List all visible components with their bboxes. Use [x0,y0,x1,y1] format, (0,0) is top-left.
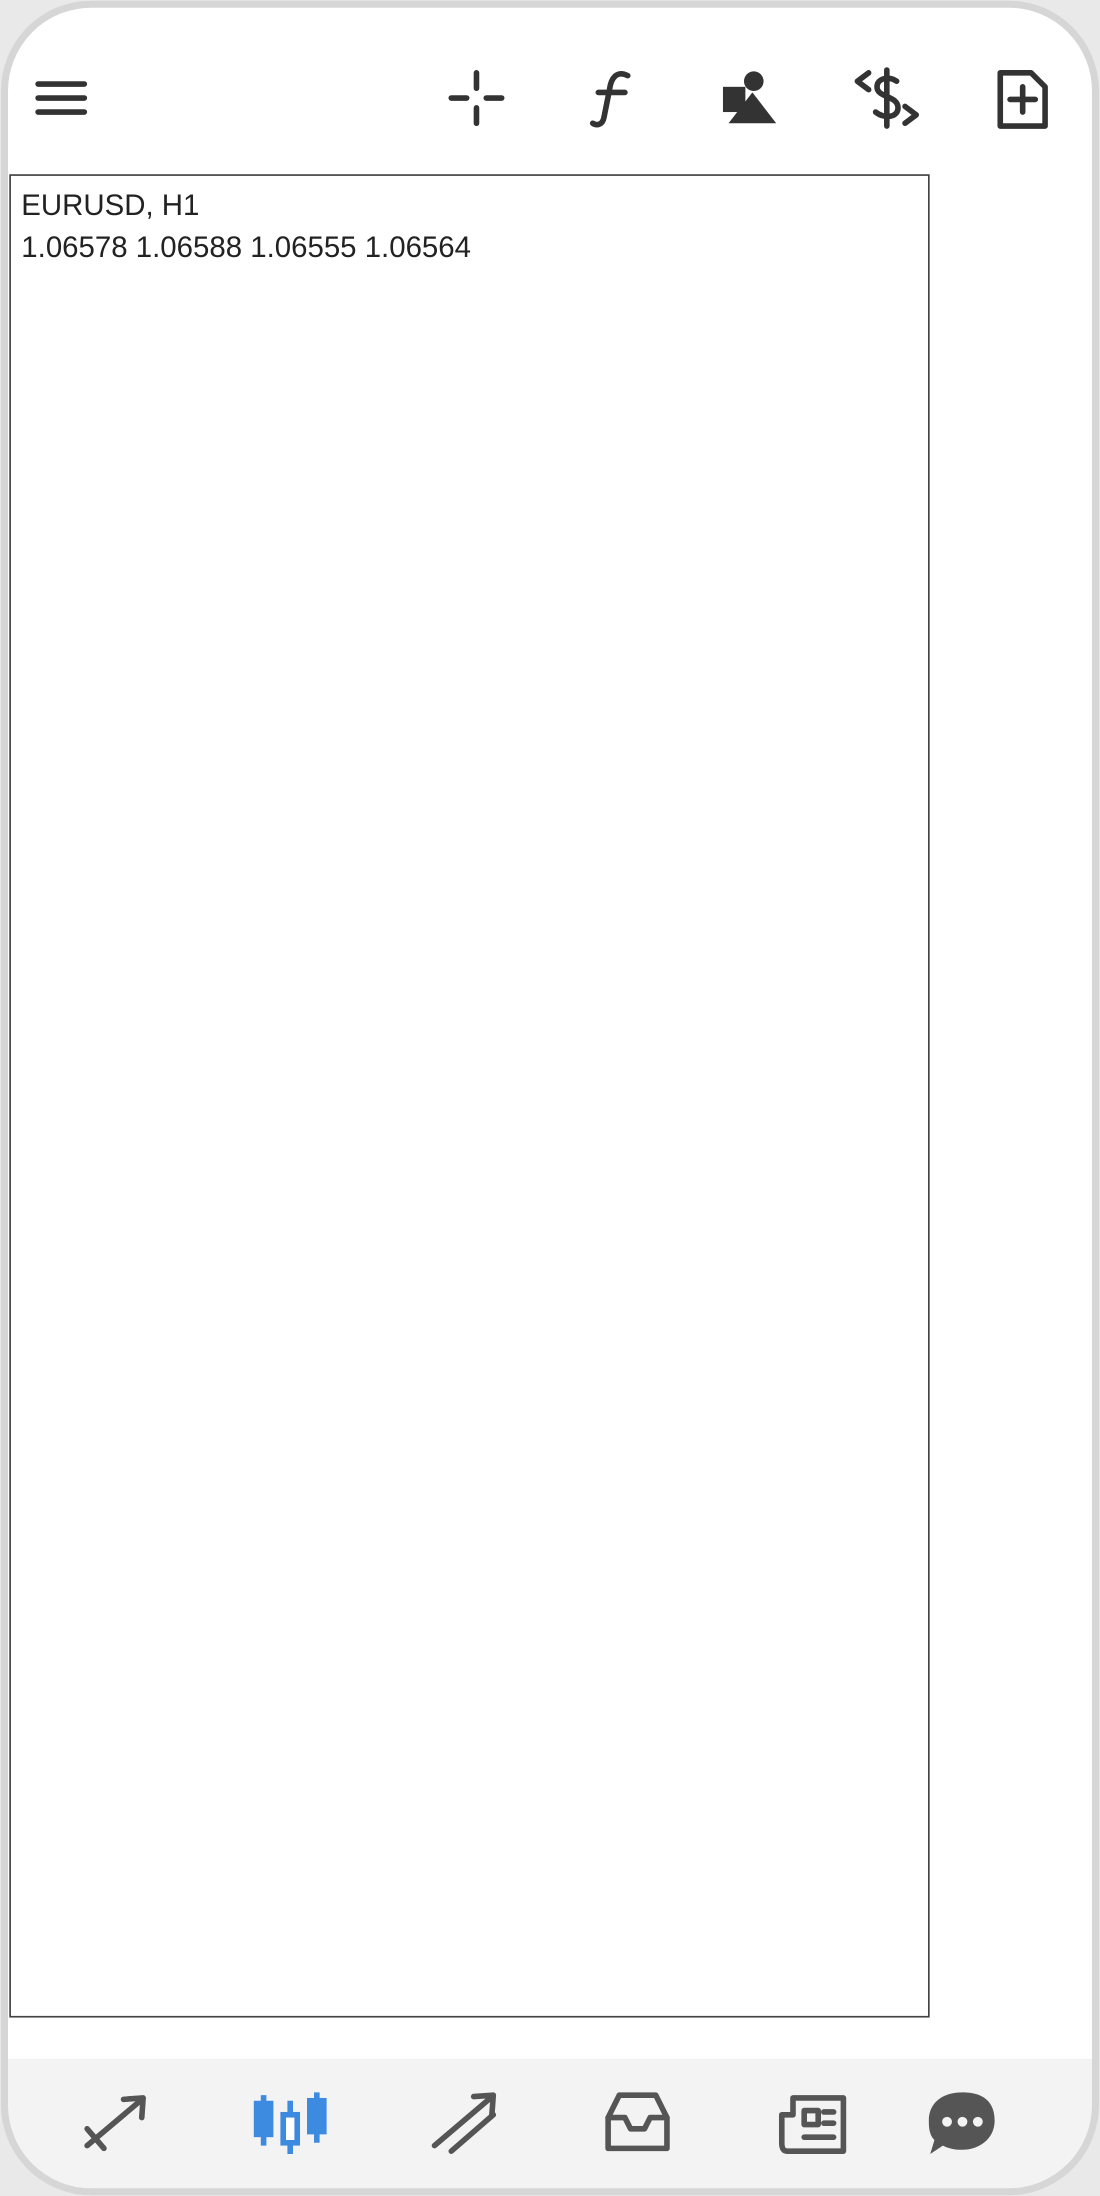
objects-button[interactable] [722,71,777,124]
menu-button[interactable] [35,81,88,115]
nav-quotes[interactable] [84,2095,146,2152]
nav-chart-icon [253,2092,327,2154]
nav-history[interactable] [605,2092,670,2152]
bottom-nav-bg [4,2058,1096,2192]
nav-trade[interactable] [431,2092,497,2154]
icon-circle [743,71,764,92]
chat-dot [942,2116,952,2127]
chat-dot [972,2116,983,2127]
nav-news[interactable] [778,2095,847,2154]
chat-dot [957,2116,968,2127]
icon-triangle [728,92,777,124]
chart-title: EURUSD, H1 [21,189,199,222]
icon-square [722,86,746,113]
nav-chat[interactable] [928,2092,995,2154]
new-order-button[interactable] [997,70,1048,129]
crosshair-button[interactable] [448,70,505,127]
nav-chart[interactable] [253,2092,327,2154]
indicators-button[interactable] [589,71,631,128]
trade-button[interactable] [854,67,920,129]
plot-frame [9,174,930,2018]
ohlc-readout: 1.06578 1.06588 1.06555 1.06564 [21,231,471,264]
